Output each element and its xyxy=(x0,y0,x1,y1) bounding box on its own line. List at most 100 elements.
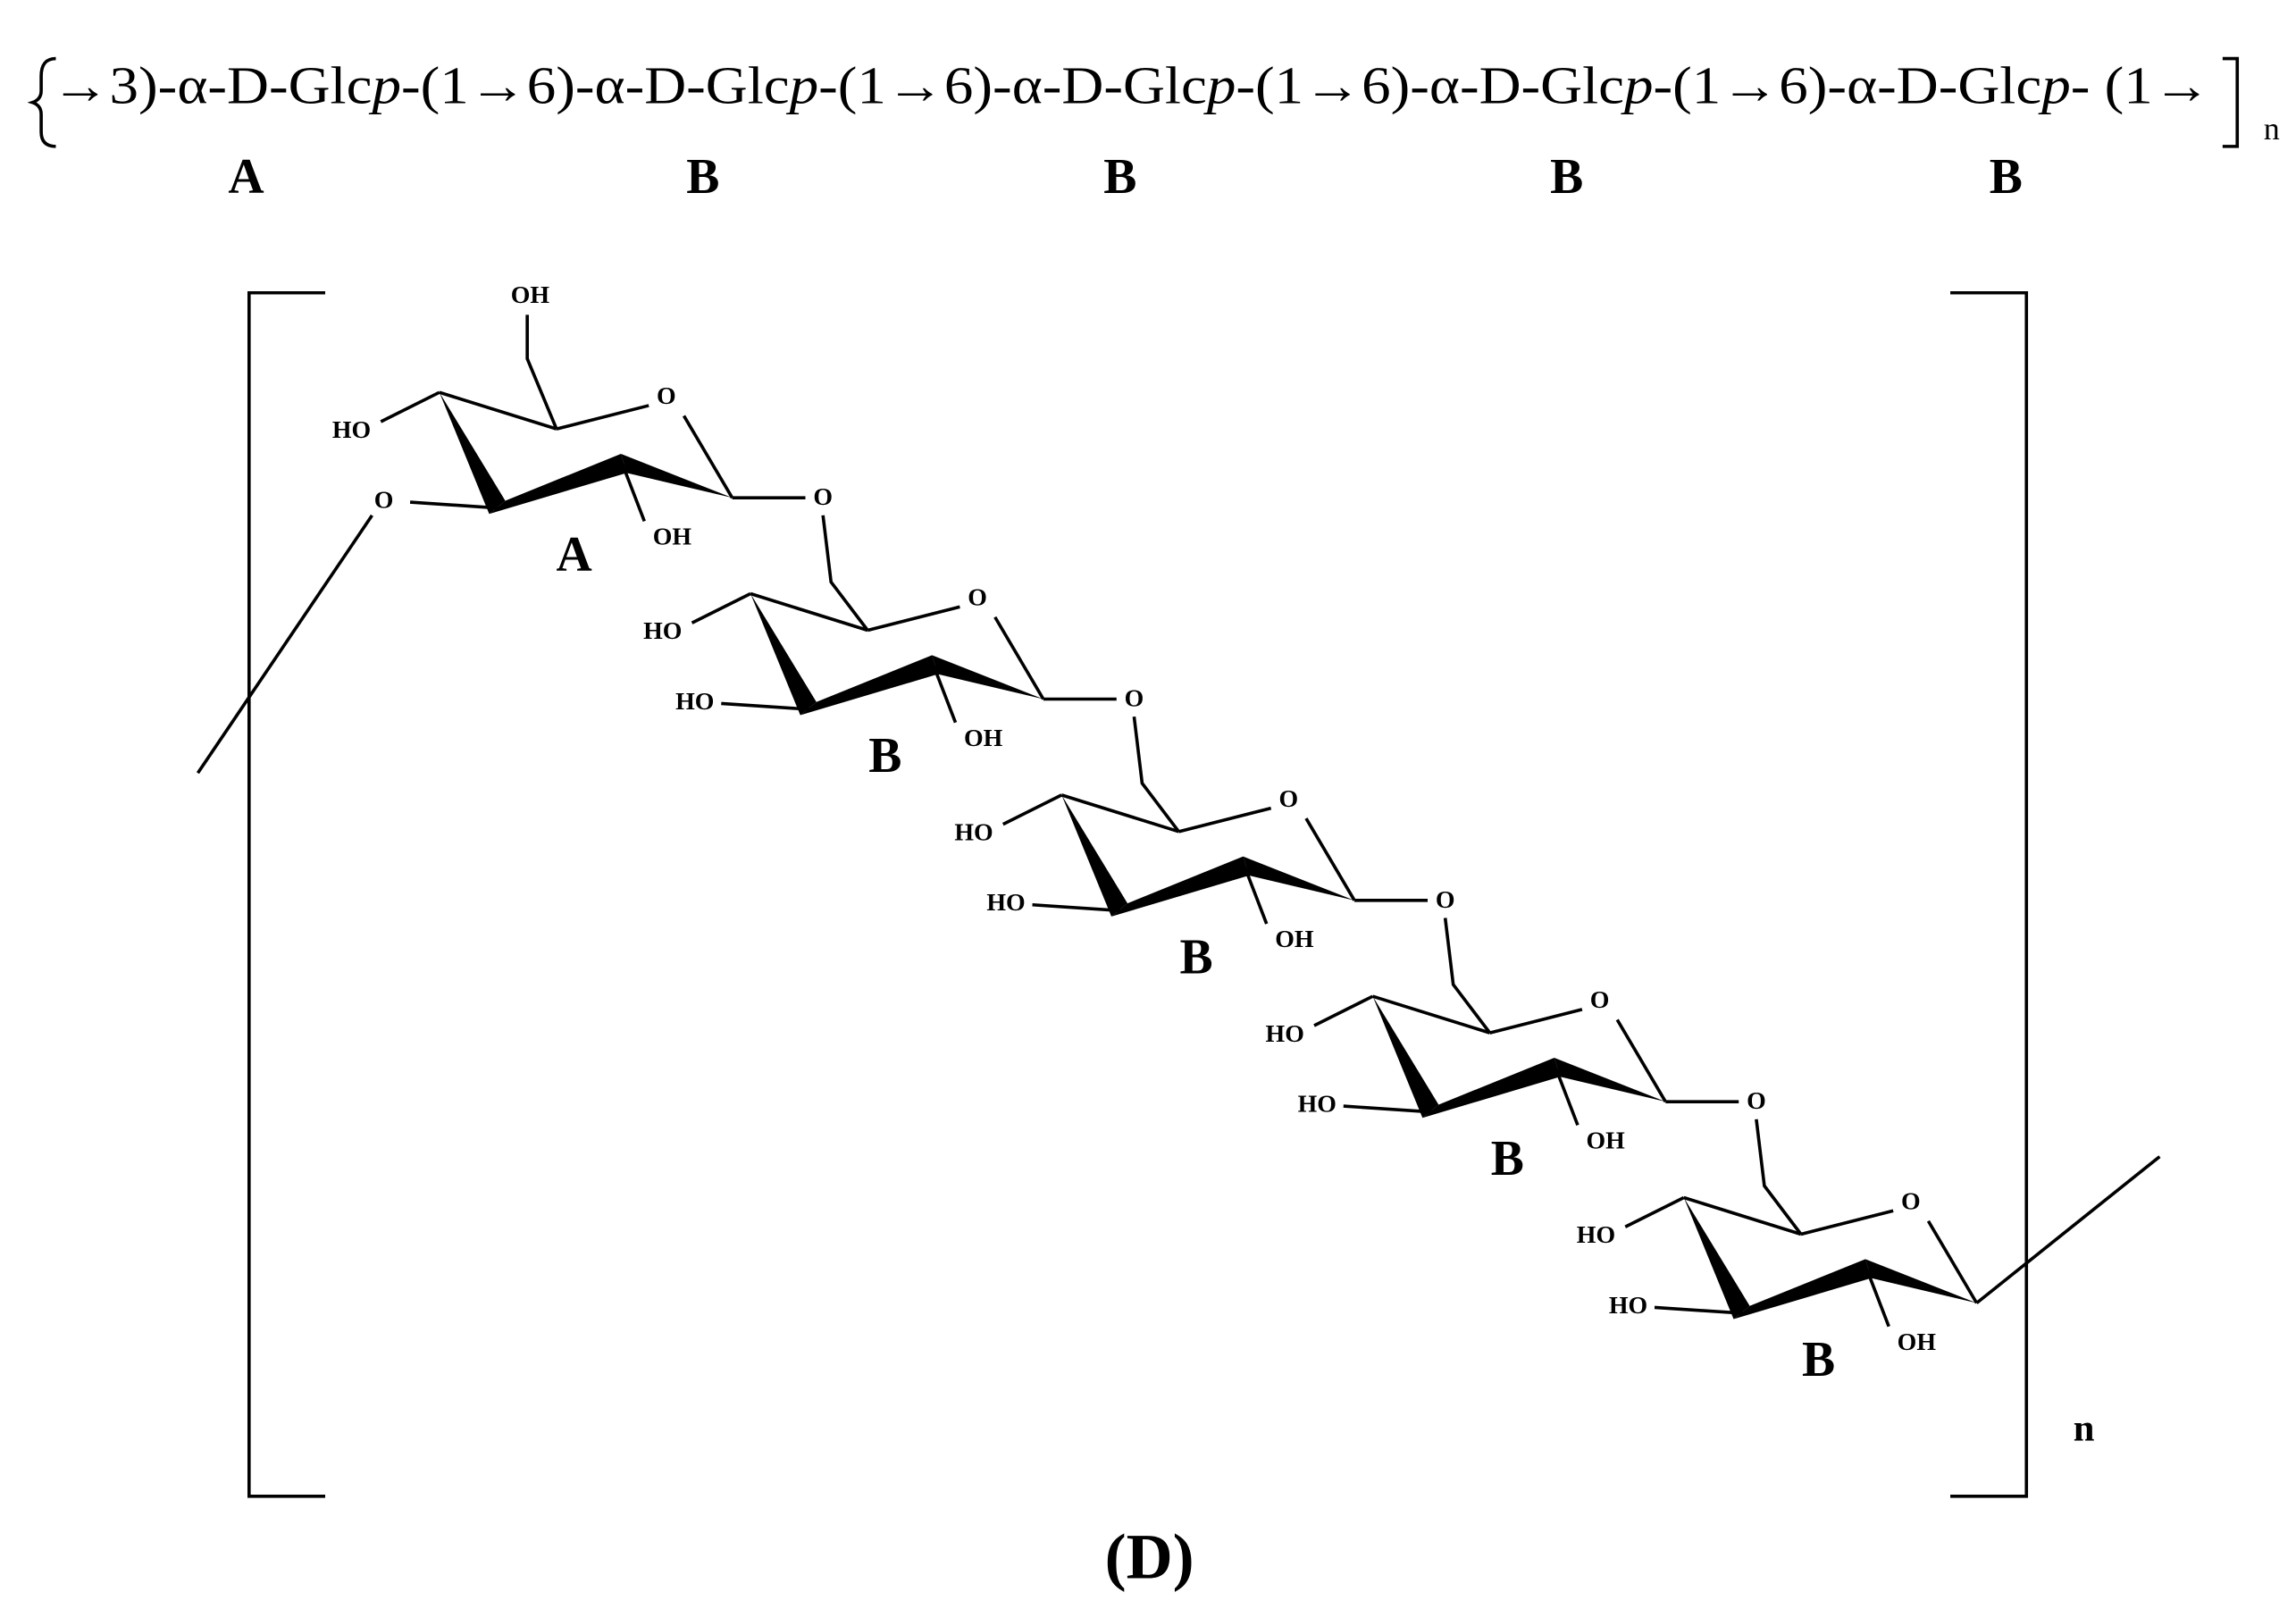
c4-substituent: HO xyxy=(1577,1221,1615,1249)
wedge-bond xyxy=(621,454,733,499)
bold-bond xyxy=(1733,1259,1872,1320)
c2-substituent: OH xyxy=(1586,1127,1625,1154)
c4-substituent: HO xyxy=(643,617,682,645)
bond xyxy=(1443,918,1492,1035)
bond xyxy=(525,314,558,430)
c4-substituent: HO xyxy=(1266,1020,1304,1048)
wedge-bond xyxy=(1372,996,1439,1119)
bond xyxy=(1060,793,1179,834)
formula-part: -(1→6)-α-D-Glc xyxy=(1654,55,2042,114)
residue-label: B xyxy=(1550,149,1583,205)
bond xyxy=(1032,902,1120,913)
bond xyxy=(1975,1155,2161,1304)
residue-label: B xyxy=(686,149,719,205)
bond xyxy=(1864,1269,1890,1328)
ring-oxygen: O xyxy=(1901,1187,1921,1215)
wedge-bond xyxy=(1243,856,1355,901)
ring-oxygen: O xyxy=(968,583,987,611)
glycosidic-oxygen: O xyxy=(1436,886,1455,914)
bond xyxy=(1132,716,1180,833)
bond xyxy=(932,665,958,724)
formula-part: -(1→6)-α-D-Glc xyxy=(818,55,1207,114)
bold-bond xyxy=(1422,1058,1561,1119)
ring-label: B xyxy=(1180,929,1213,985)
bond xyxy=(691,591,751,624)
formula-part: - (1→ xyxy=(2071,55,2211,114)
formula-part: p xyxy=(368,55,401,114)
bond xyxy=(556,404,649,431)
bold-bond xyxy=(1111,856,1250,917)
c2-substituent: OH xyxy=(1275,926,1314,953)
bold-bond xyxy=(489,454,627,515)
ring-label: B xyxy=(868,728,901,784)
ring-oxygen: O xyxy=(657,382,676,410)
ring-oxygen: O xyxy=(1590,986,1610,1014)
bond xyxy=(196,514,373,775)
wedge-bond xyxy=(1864,1259,1977,1303)
bond xyxy=(621,463,646,523)
bond xyxy=(721,701,809,711)
bond xyxy=(1800,1209,1894,1236)
c3-substituent: HO xyxy=(675,688,714,716)
repeat-label: n xyxy=(2074,1407,2095,1449)
formula-bracket xyxy=(2222,56,2240,148)
formula-brace xyxy=(27,56,56,148)
ring-label: B xyxy=(1802,1332,1835,1387)
wedge-bond xyxy=(1683,1197,1750,1320)
wedge-bond xyxy=(439,392,506,515)
caption: (D) xyxy=(1105,1521,1194,1593)
bond xyxy=(1755,1119,1803,1236)
c3-substituent: HO xyxy=(1609,1292,1647,1320)
formula-part: -(1→6)-α-D-Glc xyxy=(1236,55,1624,114)
glycosidic-oxygen: O xyxy=(813,483,833,511)
bond xyxy=(682,415,734,499)
right-bracket xyxy=(1950,290,2029,1498)
c3-substituent: HO xyxy=(986,889,1025,917)
c4-substituent: HO xyxy=(332,416,371,444)
bond xyxy=(1304,817,1356,901)
wedge-bond xyxy=(1061,794,1128,917)
bond xyxy=(1554,1067,1580,1127)
c2-substituent: OH xyxy=(964,725,1003,752)
bond xyxy=(1624,1195,1685,1228)
wedge-bond xyxy=(750,593,817,716)
bond xyxy=(1313,994,1374,1027)
bond xyxy=(1001,793,1063,826)
ring-label: B xyxy=(1491,1131,1524,1186)
residue-label: B xyxy=(1990,149,2023,205)
wedge-bond xyxy=(932,655,1043,700)
bond xyxy=(1372,994,1491,1035)
bond xyxy=(1489,1008,1583,1035)
c3-substituent: O xyxy=(374,486,394,514)
formula-part: p xyxy=(785,55,818,114)
c3-substituent: HO xyxy=(1298,1090,1337,1118)
bond xyxy=(1177,806,1272,834)
bond xyxy=(750,591,868,633)
formula-part: p xyxy=(2038,55,2071,114)
bond xyxy=(1683,1195,1802,1236)
ring-label: A xyxy=(556,527,591,582)
residue-label: B xyxy=(1103,149,1136,205)
bond xyxy=(1654,1305,1743,1315)
formula-part: p xyxy=(1202,55,1236,114)
formula-repeat: n xyxy=(2264,111,2280,147)
formula: →3)-α-D-Glc p-(1→6)-α-D-Glc p-(1→6)-α-D-Gl… xyxy=(52,55,2211,114)
bond xyxy=(867,605,960,633)
c2-substituent: OH xyxy=(1898,1328,1937,1356)
bond xyxy=(1343,1104,1432,1114)
bond xyxy=(821,515,869,632)
bond xyxy=(439,390,557,431)
left-bracket xyxy=(247,290,326,1498)
ring-oxygen: O xyxy=(1278,785,1298,813)
bond xyxy=(993,616,1045,700)
bond xyxy=(1243,866,1269,925)
glycosidic-oxygen: O xyxy=(1747,1087,1766,1115)
glycosidic-oxygen: O xyxy=(1125,685,1144,713)
bond xyxy=(1926,1219,1979,1304)
c4-substituent: HO xyxy=(954,818,993,846)
formula-part: p xyxy=(1621,55,1654,114)
formula-part: -(1→6)-α-D-Glc xyxy=(401,55,790,114)
bold-bond xyxy=(800,655,938,716)
bond xyxy=(1615,1018,1667,1103)
